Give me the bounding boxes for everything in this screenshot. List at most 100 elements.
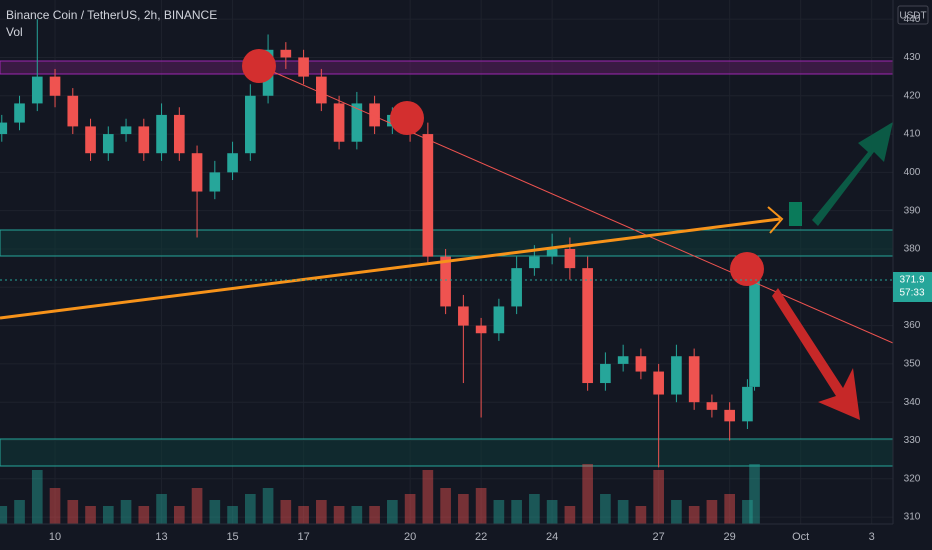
trend-line [0, 217, 781, 320]
x-tick-label: Oct [792, 531, 809, 543]
volume-bar [635, 506, 647, 524]
support-zone [0, 229, 894, 257]
candle-body [688, 356, 700, 403]
arrow-head [767, 206, 784, 234]
candle-body [422, 134, 434, 257]
y-tick-label: 410 [904, 129, 921, 140]
volume-bar [316, 500, 327, 524]
y-tick-label: 440 [904, 14, 921, 25]
volume-bar [156, 494, 167, 524]
candle-body [369, 103, 380, 127]
marker [789, 202, 802, 226]
volume-bar [49, 488, 61, 524]
volume-bar [369, 506, 380, 524]
volume-bar [546, 500, 558, 524]
volume-bar [671, 500, 682, 524]
y-tick-label: 390 [904, 205, 921, 216]
x-tick-label: 10 [49, 531, 61, 543]
candle-body [617, 356, 629, 364]
y-tick-label: 330 [904, 435, 921, 446]
candle-body [600, 363, 611, 384]
countdown: 57:33 [899, 288, 924, 299]
candle-body [67, 95, 79, 127]
volume-bar [600, 494, 611, 524]
x-tick-label: 29 [724, 531, 736, 543]
volume-bar [529, 494, 540, 524]
candle-body [742, 386, 753, 422]
arrow [772, 288, 860, 420]
candle-body [475, 325, 487, 334]
volume-bar [617, 500, 629, 524]
volume-bar [0, 506, 8, 524]
volume-bar [173, 506, 185, 524]
candle-body [724, 409, 735, 422]
y-tick-label: 320 [904, 473, 921, 484]
marker [390, 101, 424, 135]
candle-body [333, 103, 345, 142]
y-tick-label: 380 [904, 244, 921, 255]
candle-body [85, 126, 96, 154]
candle-body [31, 76, 43, 104]
candle-body [653, 371, 664, 395]
volume-bar [138, 506, 150, 524]
volume-bar [351, 506, 363, 524]
volume-bar [191, 488, 203, 524]
volume-bar [244, 494, 256, 524]
volume-bar [582, 464, 593, 524]
y-tick-label: 340 [904, 397, 921, 408]
x-tick-label: 24 [546, 531, 558, 543]
candle-body [298, 57, 309, 77]
x-tick-label: 27 [653, 531, 665, 543]
x-tick-label: 3 [869, 531, 875, 543]
candle-body [49, 76, 61, 96]
candle-body [280, 49, 292, 58]
candle-body [244, 95, 256, 154]
candle-body [493, 306, 505, 334]
volume-bar [688, 506, 700, 524]
marker [730, 252, 764, 286]
candle-body [316, 76, 327, 104]
arrow [812, 122, 893, 226]
y-tick-label: 350 [904, 359, 921, 370]
volume-bar [724, 494, 735, 524]
x-tick-label: 22 [475, 531, 487, 543]
chart-title: Binance Coin / TetherUS, 2h, BINANCE [6, 8, 217, 22]
candle-body [191, 153, 203, 192]
candle-body [529, 256, 540, 269]
candle-body [635, 356, 647, 372]
candle-body [706, 402, 718, 410]
candle-body [156, 114, 167, 154]
volume-bar [102, 506, 114, 524]
volume-bar [475, 488, 487, 524]
trend-line [261, 66, 894, 344]
volume-bar [564, 506, 576, 524]
volume-bar [742, 500, 753, 524]
volume-bar [458, 494, 469, 524]
volume-bar [333, 506, 345, 524]
volume-bar [440, 488, 451, 524]
last-price: 371.9 [899, 275, 924, 286]
support-zone [0, 438, 894, 467]
volume-bar [120, 500, 132, 524]
candle-body [546, 248, 558, 257]
volume-bar [67, 500, 79, 524]
currency-box [897, 5, 929, 25]
y-tick-label: 420 [904, 90, 921, 101]
candle-body [458, 306, 469, 326]
candle-body [564, 248, 576, 269]
candle-body [671, 356, 682, 395]
volume-bar [31, 470, 43, 524]
candle-body [511, 268, 522, 307]
volume-bar [422, 470, 434, 524]
candle-body [14, 103, 25, 123]
y-tick-label: 360 [904, 320, 921, 331]
volume-bar [404, 494, 416, 524]
currency: USDT [899, 11, 926, 22]
volume-bar [653, 470, 664, 524]
candle-body [173, 114, 185, 154]
volume-bar [387, 500, 398, 524]
volume-bar [227, 506, 238, 524]
axes: 3103203303403503603703803904004104204304… [49, 14, 921, 543]
candle-body [0, 122, 8, 135]
